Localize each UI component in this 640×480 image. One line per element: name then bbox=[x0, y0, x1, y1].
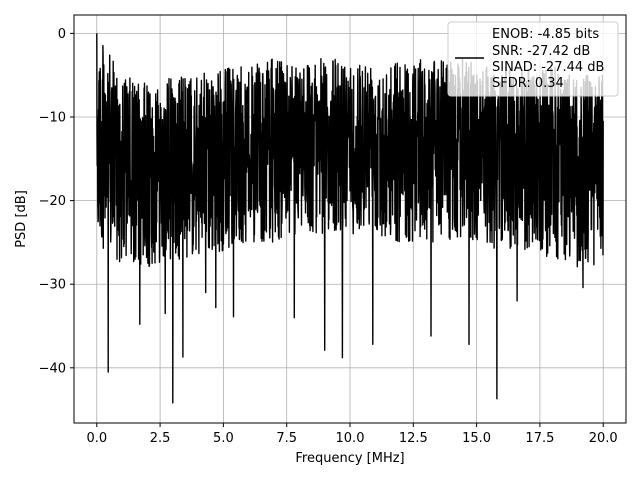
axis-ticks: 0.0 2.5 5.0 7.5 10.0 12.5 15.0 17.5 20.0 0 −10 −20 −… bbox=[39, 27, 618, 446]
y-tick-label: −30 bbox=[39, 278, 66, 293]
y-tick-label: −40 bbox=[39, 361, 66, 376]
legend-snr: SNR: -27.42 dB bbox=[492, 44, 590, 59]
y-tick-label: −20 bbox=[39, 194, 66, 209]
legend: ENOB: -4.85 bits SNR: -27.42 dB SINAD: -… bbox=[447, 21, 619, 97]
x-axis-title: Frequency [MHz] bbox=[295, 451, 404, 466]
x-tick-label: 2.5 bbox=[150, 431, 171, 446]
y-tick-label: −10 bbox=[39, 111, 66, 126]
psd-series-line bbox=[96, 33, 604, 404]
legend-box bbox=[447, 21, 619, 97]
x-tick-label: 7.5 bbox=[276, 431, 297, 446]
plot-area bbox=[96, 33, 604, 404]
legend-sinad: SINAD: -27.44 dB bbox=[492, 60, 604, 75]
y-axis-title: PSD [dB] bbox=[14, 190, 29, 248]
x-tick-label: 15.0 bbox=[462, 431, 491, 446]
x-tick-label: 17.5 bbox=[525, 431, 554, 446]
x-tick-label: 12.5 bbox=[399, 431, 428, 446]
x-tick-label: 5.0 bbox=[213, 431, 234, 446]
x-tick-label: 10.0 bbox=[336, 431, 365, 446]
legend-sfdr: SFDR: 0.34 bbox=[492, 76, 564, 91]
x-tick-label: 20.0 bbox=[589, 431, 618, 446]
legend-enob: ENOB: -4.85 bits bbox=[492, 27, 599, 42]
x-tick-label: 0.0 bbox=[86, 431, 107, 446]
y-tick-label: 0 bbox=[58, 27, 66, 42]
